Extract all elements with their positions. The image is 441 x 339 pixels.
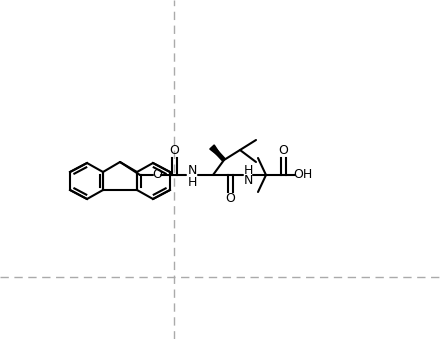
Text: H: H — [187, 176, 197, 188]
Polygon shape — [210, 145, 224, 160]
Text: O: O — [169, 144, 179, 158]
Text: N: N — [187, 164, 197, 178]
Text: H: H — [243, 163, 253, 177]
Text: O: O — [278, 144, 288, 158]
Text: O: O — [225, 193, 235, 205]
Text: N: N — [243, 174, 253, 186]
Text: OH: OH — [293, 168, 313, 181]
Text: O: O — [152, 168, 162, 181]
